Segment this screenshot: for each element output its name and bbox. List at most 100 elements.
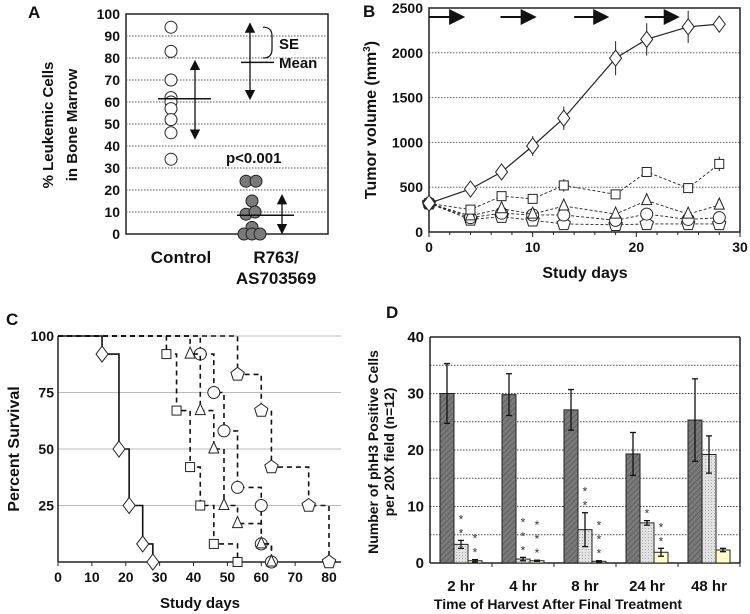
- x-tick-label: 10: [84, 569, 100, 585]
- panel-b-plot-frame: [428, 7, 741, 233]
- open-data-point: [164, 126, 178, 140]
- category-label: 24 hr: [629, 578, 665, 595]
- censor-point-pentagon: [301, 497, 316, 512]
- category-label-treatment-line-1: R763/: [253, 248, 299, 267]
- panel-a-ylabel: % Leukemic Cells in Bone Marrow: [40, 62, 81, 189]
- y-tick-label: 80: [104, 50, 120, 66]
- significance-star: *: [597, 533, 602, 547]
- data-point-triangle: [713, 196, 726, 210]
- panel-d-xlabel: Time of Harvest After Final Treatment: [434, 596, 683, 612]
- censor-point-square: [208, 538, 219, 549]
- category-label-treatment-line-2: AS703569: [236, 269, 316, 288]
- data-point-diamond: [681, 17, 695, 36]
- x-tick-label: 80: [321, 569, 337, 585]
- significance-star: *: [459, 512, 464, 526]
- x-tick-label: 70: [287, 569, 303, 585]
- censor-point-diamond: [95, 345, 109, 363]
- censor-point-square: [161, 349, 172, 360]
- data-point-triangle: [526, 205, 539, 219]
- x-tick-label: 0: [54, 569, 62, 585]
- ylabel-main: Tumor volume (mm: [363, 52, 380, 199]
- censor-point-triangle: [218, 497, 230, 510]
- data-point-diamond: [712, 15, 726, 33]
- ylabel-end: ): [363, 41, 380, 46]
- censor-point-circle: [207, 386, 221, 399]
- open-data-point: [164, 113, 178, 127]
- censor-point-circle: [254, 499, 268, 512]
- ylabel-line-2: in Bone Marrow: [64, 68, 81, 181]
- y-tick-label: 10: [407, 499, 424, 516]
- data-point-diamond: [640, 30, 654, 49]
- category-label: 48 hr: [691, 578, 727, 595]
- significance-star: *: [583, 499, 588, 513]
- open-data-point: [164, 102, 178, 116]
- category-label: 8 hr: [571, 578, 599, 595]
- data-point-square: [714, 158, 725, 169]
- series-line-diamond: [428, 23, 720, 204]
- y-tick-label: 30: [407, 386, 424, 403]
- open-data-point: [164, 73, 178, 87]
- y-tick-label: 20: [104, 182, 120, 198]
- censor-point-triangle: [255, 535, 268, 549]
- p-value-annotation: p<0.001: [226, 150, 281, 167]
- data-point-diamond: [608, 49, 623, 68]
- significance-star: *: [521, 529, 526, 543]
- data-point-triangle: [495, 200, 508, 214]
- bar-light-dotted: [639, 522, 655, 564]
- significance-star: *: [659, 520, 664, 534]
- x-tick-label: 50: [220, 569, 236, 585]
- open-data-point: [164, 20, 178, 34]
- y-tick-label: 2500: [392, 0, 423, 16]
- x-tick-label: 40: [186, 569, 202, 585]
- x-tick-label: 60: [253, 569, 269, 585]
- data-point-circle: [557, 208, 571, 222]
- censor-point-diamond: [112, 440, 126, 458]
- significance-star: *: [597, 547, 602, 561]
- significance-star: *: [473, 546, 478, 560]
- bar-dark-hatched: [501, 394, 517, 564]
- data-point-triangle: [557, 197, 570, 211]
- chart-marks: 0102030405060708090100050010001500200025…: [31, 0, 748, 595]
- significance-star: *: [521, 515, 526, 529]
- significance-star: *: [521, 543, 526, 557]
- x-tick-label: 20: [629, 239, 645, 255]
- filled-data-point: [249, 174, 263, 188]
- survival-curve-pentagon: [58, 335, 330, 562]
- panel-b-ylabel: Tumor volume (mm3): [362, 41, 380, 199]
- y-tick-label: 500: [400, 179, 424, 195]
- significance-star: *: [597, 519, 602, 533]
- open-data-point: [164, 152, 178, 166]
- legend-se-bracket: [262, 26, 273, 59]
- data-point-square: [465, 204, 476, 215]
- data-point-square: [496, 191, 507, 202]
- x-tick-label: 30: [732, 239, 748, 255]
- censor-point-triangle: [194, 402, 207, 416]
- significance-star: *: [459, 526, 464, 540]
- censor-point-square: [195, 500, 206, 511]
- panel-label-a: A: [28, 3, 40, 22]
- legend-mean-label: Mean: [279, 55, 317, 72]
- censor-point-square: [185, 462, 196, 473]
- significance-star: *: [535, 546, 540, 560]
- data-point-diamond: [557, 109, 571, 128]
- data-point-square: [683, 183, 694, 194]
- y-tick-label: 0: [415, 224, 423, 240]
- panel-d-ylabel-line-2: per 20X field (n=12): [381, 388, 397, 517]
- bar-dark-hatched: [563, 409, 579, 564]
- panel-label-b: B: [363, 2, 375, 21]
- category-label: 4 hr: [509, 578, 537, 595]
- y-tick-label: 100: [97, 6, 121, 22]
- x-tick-label: 30: [152, 569, 168, 585]
- censor-point-square: [232, 557, 243, 567]
- ylabel-line-1: % Leukemic Cells: [40, 62, 57, 189]
- panel-label-d: D: [386, 303, 398, 322]
- panel-d-ylabel-line-1: Number of phH3 Positive Cells: [365, 350, 381, 554]
- y-tick-label: 100: [31, 328, 55, 344]
- y-tick-label: 50: [38, 441, 54, 457]
- data-point-triangle: [609, 205, 622, 219]
- censor-point-circle: [217, 424, 231, 438]
- censor-point-diamond: [136, 535, 150, 553]
- y-tick-label: 60: [104, 94, 120, 110]
- data-point-square: [641, 166, 652, 177]
- data-point-diamond: [463, 180, 478, 198]
